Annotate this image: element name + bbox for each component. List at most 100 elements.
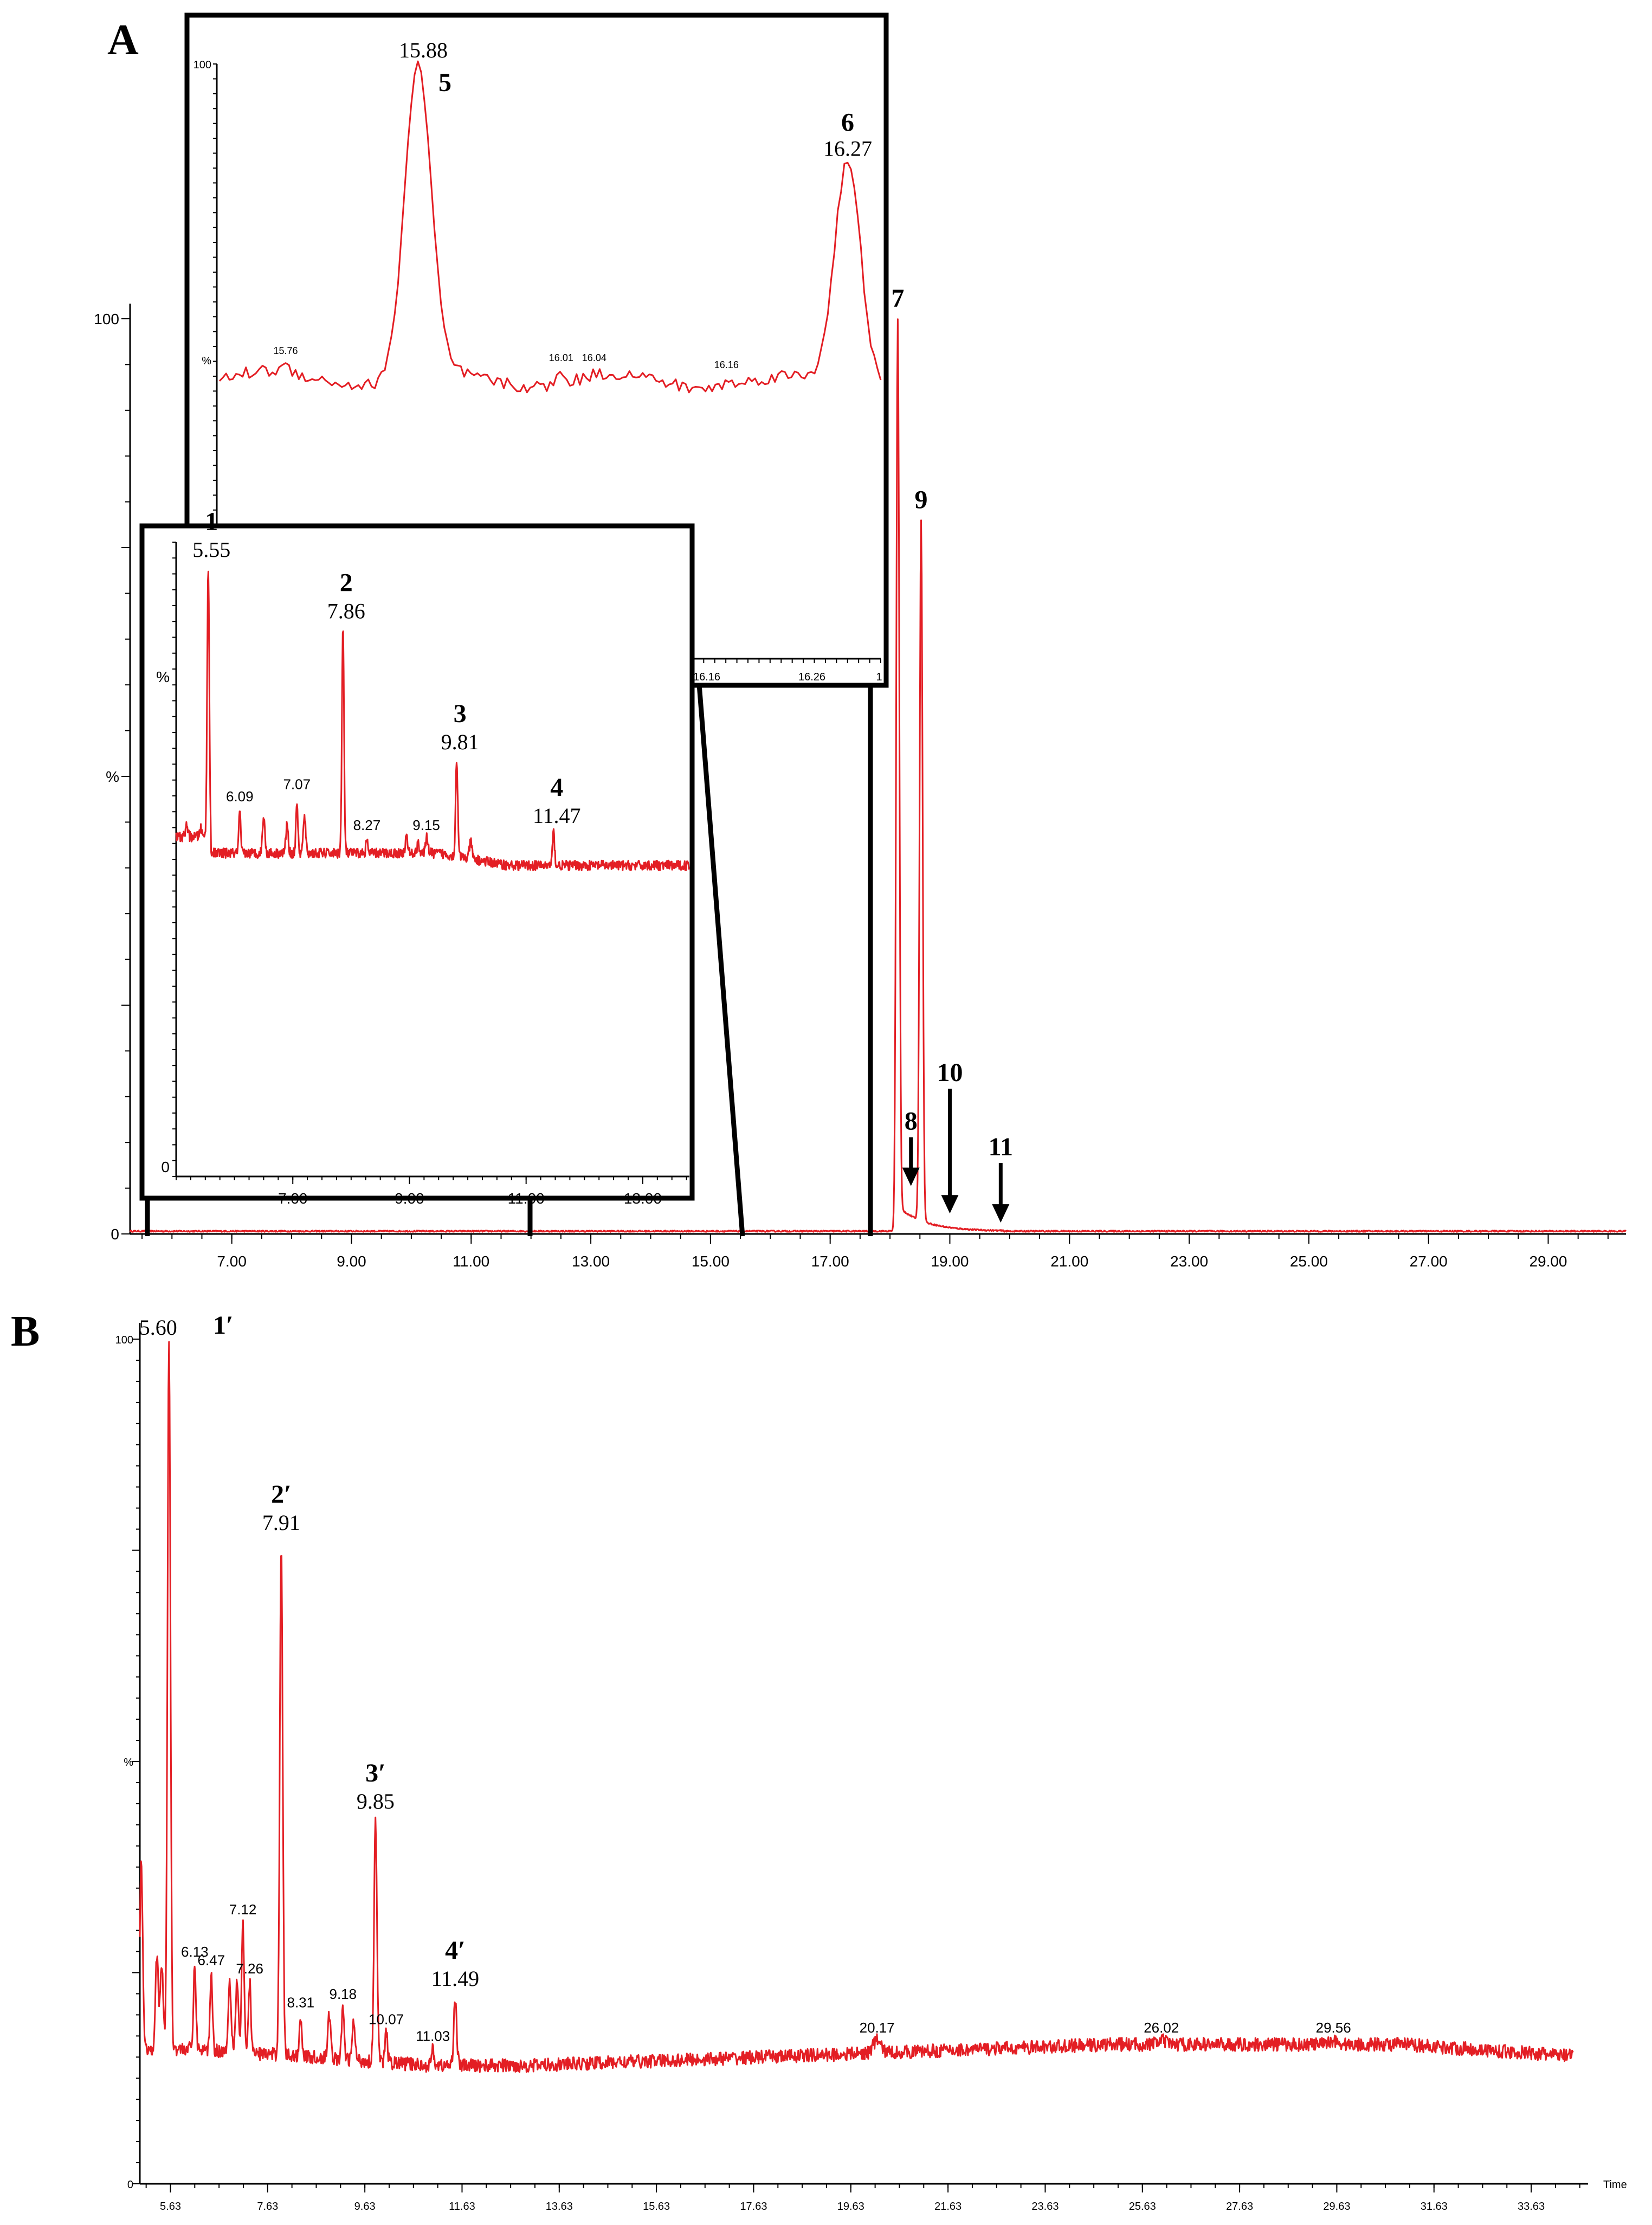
inset-2-x-tick-label-1: 1	[876, 671, 882, 683]
panel-a-y-tick-label-0: 0	[111, 1226, 119, 1243]
inset-1-frame	[139, 523, 695, 1201]
panel-a-y-axis-label: %	[106, 768, 119, 785]
minor-peak-label-11-03: 11.03	[416, 2028, 450, 2044]
panel-a-x-tick-label-29-00: 29.00	[1529, 1253, 1567, 1270]
panel-a-inset-connectors	[145, 684, 873, 1237]
minor-peak-label-9-18: 9.18	[329, 1986, 357, 2002]
panel-a-x-tick-label-11-00: 11.00	[453, 1253, 489, 1270]
inset-2-y-axis-label: %	[202, 355, 211, 367]
peak-number-11: 11	[989, 1133, 1013, 1161]
inset-2-x-tick-label-16-16: 16.16	[693, 671, 720, 683]
peak-number-10: 10	[937, 1058, 963, 1087]
peak-label-11-47: 11.47	[533, 803, 581, 828]
panel-a-inset-1: 7.00 9.00 11.00 13.00% 0 15.55 27.86 39.81 411.4…	[139, 507, 695, 1207]
minor-peak-label-7-07: 7.07	[283, 776, 311, 793]
arrowhead-peak-10	[941, 1195, 959, 1214]
panel-label-a: A	[107, 16, 139, 64]
minor-peak-label-8-31: 8.31	[287, 1994, 314, 2010]
panel-b-y-tick-label-100: 100	[115, 1334, 133, 1346]
inset-2-left-connector	[696, 684, 745, 1237]
minor-peak-label-6-13: 6.13	[181, 1944, 209, 1960]
minor-peak-label-26-02: 26.02	[1144, 2020, 1179, 2036]
panel-b-x-tick-label-15-63: 15.63	[643, 2201, 670, 2213]
inset-1-x-tick-label-13-00: 13.00	[624, 1190, 662, 1207]
peak-label-5-55: 5.55	[192, 537, 230, 562]
inset-1-y-tick-label-0: 0	[161, 1159, 170, 1175]
inset-1-x-tick-label-9-00: 9.00	[395, 1190, 424, 1207]
panel-b-chart: 5.63 7.63 9.63 11.63 13.63 15.63 17.63 19.63 21.…	[115, 1311, 1627, 2213]
panel-a-x-tick-label-21-00: 21.00	[1050, 1253, 1088, 1270]
panel-a-x-tick-label-7-00: 7.00	[217, 1253, 247, 1270]
panel-b-x-tick-label-9-63: 9.63	[354, 2201, 376, 2213]
minor-peak-label-10-07: 10.07	[369, 2011, 404, 2028]
minor-peak-label-7-12: 7.12	[229, 1901, 257, 1918]
panel-b-x-tick-label-17-63: 17.63	[740, 2201, 767, 2213]
arrowhead-peak-8	[902, 1167, 920, 1186]
minor-peak-label-16-04: 16.04	[582, 352, 606, 363]
peak-label-15-88: 15.88	[399, 38, 448, 62]
panel-a-x-tick-label-27-00: 27.00	[1410, 1253, 1448, 1270]
peak-number-4-prime: 4′	[445, 1936, 466, 1965]
peak-number-3-prime: 3′	[365, 1759, 386, 1787]
panel-b-x-tick-label-21-63: 21.63	[934, 2201, 961, 2213]
panel-b-x-tick-label-7-63: 7.63	[257, 2201, 278, 2213]
peak-number-4: 4	[550, 773, 563, 802]
inset-2-x-tick-label-16-26: 16.26	[798, 671, 825, 683]
panel-a-x-tick-label-25-00: 25.00	[1290, 1253, 1328, 1270]
peak-label-9-85: 9.85	[357, 1789, 395, 1814]
panel-a-x-tick-label-13-00: 13.00	[572, 1253, 610, 1270]
panel-a-x-tick-label-19-00: 19.00	[931, 1253, 969, 1270]
panel-a-trace	[129, 318, 1627, 1233]
minor-peak-label-16-16: 16.16	[714, 359, 739, 370]
peak-label-11-49: 11.49	[431, 1966, 480, 1991]
panel-a-x-tick-label-23-00: 23.00	[1170, 1253, 1208, 1270]
panel-b-x-tick-label-29-63: 29.63	[1323, 2201, 1350, 2213]
panel-b-x-tick-label-33-63: 33.63	[1518, 2201, 1545, 2213]
panel-a-x-tick-label-15-00: 15.00	[692, 1253, 730, 1270]
panel-b-y-axis-label: %	[124, 1757, 133, 1769]
panel-b-x-tick-label-5-63: 5.63	[160, 2201, 181, 2213]
minor-peak-label-16-01: 16.01	[549, 352, 573, 363]
panel-b-trace	[139, 1341, 1574, 2073]
peak-number-5: 5	[438, 68, 451, 97]
inset-1-x-tick-label-7-00: 7.00	[278, 1190, 308, 1207]
peak-label-7-91: 7.91	[262, 1510, 300, 1535]
inset-2-trace	[218, 60, 882, 394]
panel-a-y-tick-label-100: 100	[94, 311, 119, 327]
minor-peak-label-6-09: 6.09	[226, 788, 254, 805]
peak-number-8: 8	[905, 1107, 918, 1136]
arrowhead-peak-11	[992, 1204, 1010, 1223]
panel-b-y-tick-label-0: 0	[127, 2179, 133, 2191]
peak-number-3: 3	[454, 699, 467, 728]
peak-number-2-prime: 2′	[271, 1480, 292, 1509]
panel-b-x-tick-label-19-63: 19.63	[837, 2201, 864, 2213]
peak-number-9: 9	[914, 485, 927, 514]
panel-b-x-tick-label-23-63: 23.63	[1031, 2201, 1059, 2213]
minor-peak-label-7-26: 7.26	[236, 1960, 263, 1977]
inset-1-y-axis-label: %	[156, 668, 170, 685]
panel-b-x-axis-label: Time	[1603, 2179, 1627, 2191]
peak-number-1-prime: 1′	[213, 1311, 234, 1340]
panel-b-x-tick-label-25-63: 25.63	[1129, 2201, 1156, 2213]
minor-peak-label-29-56: 29.56	[1316, 2020, 1351, 2036]
panel-b-x-tick-label-31-63: 31.63	[1421, 2201, 1448, 2213]
panel-b-x-tick-label-13-63: 13.63	[546, 2201, 573, 2213]
peak-label-5-60: 5.60	[139, 1315, 177, 1340]
minor-peak-label-9-15: 9.15	[412, 817, 440, 833]
minor-peak-label-8-27: 8.27	[353, 817, 381, 833]
peak-number-2: 2	[340, 569, 353, 597]
minor-peak-label-20-17: 20.17	[860, 2020, 895, 2036]
inset-2-y-tick-label-100: 100	[193, 59, 211, 71]
panel-a-x-tick-label-9-00: 9.00	[337, 1253, 366, 1270]
inset-1-x-tick-label-11-00: 11.00	[508, 1190, 545, 1207]
peak-number-1: 1	[205, 507, 218, 536]
peak-number-7: 7	[891, 284, 904, 313]
peak-label-7-86: 7.86	[327, 599, 365, 623]
minor-peak-label-15-76: 15.76	[273, 345, 298, 356]
panel-label-b: B	[11, 1308, 40, 1355]
peak-label-9-81: 9.81	[441, 730, 479, 754]
peak-number-6: 6	[841, 108, 854, 137]
inset-1-trace	[175, 570, 691, 871]
panel-b-x-tick-label-27-63: 27.63	[1226, 2201, 1253, 2213]
